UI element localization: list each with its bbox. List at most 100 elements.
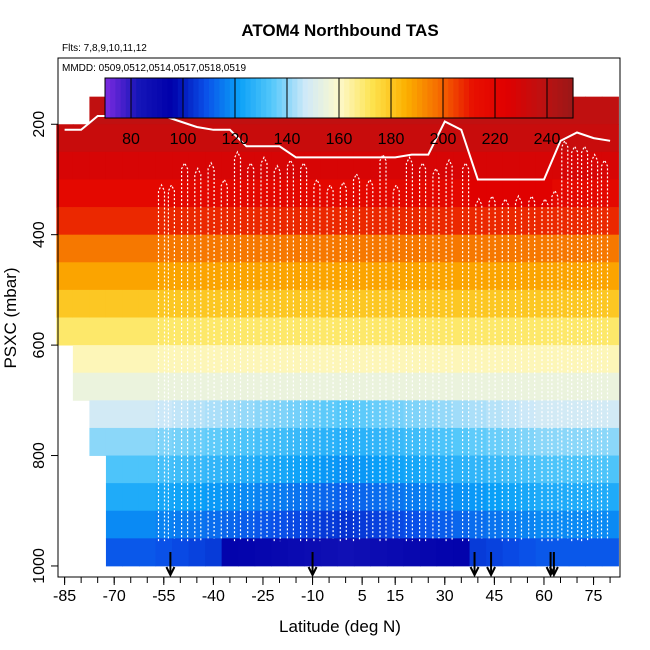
heatmap-cell [386, 207, 405, 236]
heatmap-cell [535, 179, 553, 208]
heatmap-cell [105, 372, 124, 401]
heatmap-cell [105, 317, 124, 346]
heatmap-cell [56, 289, 74, 318]
heatmap-cell [535, 372, 553, 401]
heatmap-cell [172, 317, 190, 346]
heatmap-cell [419, 179, 438, 208]
heatmap-cell [486, 124, 504, 153]
heatmap-cell [535, 427, 553, 456]
heatmap-cell [601, 455, 619, 484]
x-tick-label: 30 [436, 588, 454, 605]
heatmap-cell [89, 234, 107, 263]
heatmap-cell [122, 262, 140, 291]
heatmap-cell [105, 483, 124, 512]
heatmap-cell [138, 262, 157, 291]
heatmap-cell [386, 427, 405, 456]
heatmap-cell [320, 207, 338, 236]
colorbar-segment [380, 78, 387, 118]
heatmap-cell [535, 124, 553, 153]
heatmap-cell [72, 124, 91, 153]
heatmap-cell [188, 179, 206, 208]
heatmap-cell [138, 207, 157, 236]
heatmap-cell [254, 179, 272, 208]
heatmap-cell [205, 179, 223, 208]
heatmap-cell [205, 427, 223, 456]
heatmap-cell [502, 234, 520, 263]
flight-profile [501, 197, 509, 542]
flight-profile [590, 153, 599, 539]
heatmap-cell [370, 372, 388, 401]
heatmap-cell [601, 289, 619, 318]
heatmap-cell [105, 510, 124, 539]
heatmap-cell [238, 234, 256, 263]
colorbar-segment [120, 78, 127, 118]
colorbar-segment [235, 78, 241, 118]
heatmap-cell [419, 427, 438, 456]
heatmap-cell [221, 262, 239, 291]
heatmap-cell [502, 455, 520, 484]
flight-profiles [157, 139, 609, 542]
heatmap-cell [337, 151, 355, 180]
heatmap-cell [386, 124, 405, 153]
colorbar-segment [531, 78, 538, 118]
colorbar-segment [567, 78, 574, 118]
heatmap-cell [72, 317, 91, 346]
heatmap-cell [353, 124, 372, 153]
heatmap-cell [353, 538, 372, 567]
heatmap-cell [486, 400, 504, 429]
heatmap-cell [370, 483, 388, 512]
heatmap-cell [535, 510, 553, 539]
heatmap-cell [337, 124, 355, 153]
heatmap-cell [601, 151, 619, 180]
colorbar-segment [198, 78, 205, 118]
heatmap-cell [72, 345, 91, 374]
heatmap-cell [287, 483, 305, 512]
heatmap-cell [519, 207, 537, 236]
heatmap-cell [353, 483, 372, 512]
flight-profile [352, 172, 361, 542]
heatmap-cell [353, 151, 372, 180]
x-tick-label: -10 [301, 588, 324, 605]
flight-profile [405, 156, 413, 542]
heatmap-cell [403, 289, 421, 318]
heatmap-cell [552, 372, 570, 401]
heatmap-cell [453, 234, 471, 263]
heatmap-cell [155, 151, 173, 180]
heatmap-cell [585, 538, 603, 567]
heatmap-cell [122, 483, 140, 512]
colorbar-segment [261, 78, 267, 118]
colorbar-segment [422, 78, 428, 118]
heatmap-cell [238, 427, 256, 456]
x-tick-label: 75 [585, 588, 603, 605]
heatmap-cell [238, 510, 256, 539]
heatmap-cell [585, 96, 603, 125]
x-axis-label: Latitude (deg N) [279, 617, 401, 636]
heatmap-cell [105, 234, 124, 263]
heatmap-cell [188, 372, 206, 401]
heatmap-cell [353, 289, 372, 318]
heatmap-cell [238, 400, 256, 429]
heatmap-cell [56, 234, 74, 263]
heatmap-cell [287, 372, 305, 401]
heatmap-cell [89, 262, 107, 291]
heatmap-cell [519, 455, 537, 484]
heatmap-cell [205, 510, 223, 539]
heatmap-cell [221, 483, 239, 512]
heatmap-cell [304, 427, 322, 456]
heatmap-cell [453, 289, 471, 318]
heatmap-cell [469, 455, 487, 484]
heatmap-cell [304, 207, 322, 236]
heatmap-cell [419, 538, 438, 567]
heatmap-cell [337, 207, 355, 236]
heatmap-cell [89, 289, 107, 318]
heatmap-cell [337, 538, 355, 567]
colorbar-segment [224, 78, 231, 118]
heatmap-cell [105, 538, 124, 567]
heatmap-cell [601, 400, 619, 429]
heatmap-cell [238, 317, 256, 346]
colorbar-segment [510, 78, 517, 118]
heatmap-cell [254, 372, 272, 401]
heatmap-cell [502, 207, 520, 236]
heatmap-cell [370, 317, 388, 346]
heatmap-cell [56, 207, 74, 236]
